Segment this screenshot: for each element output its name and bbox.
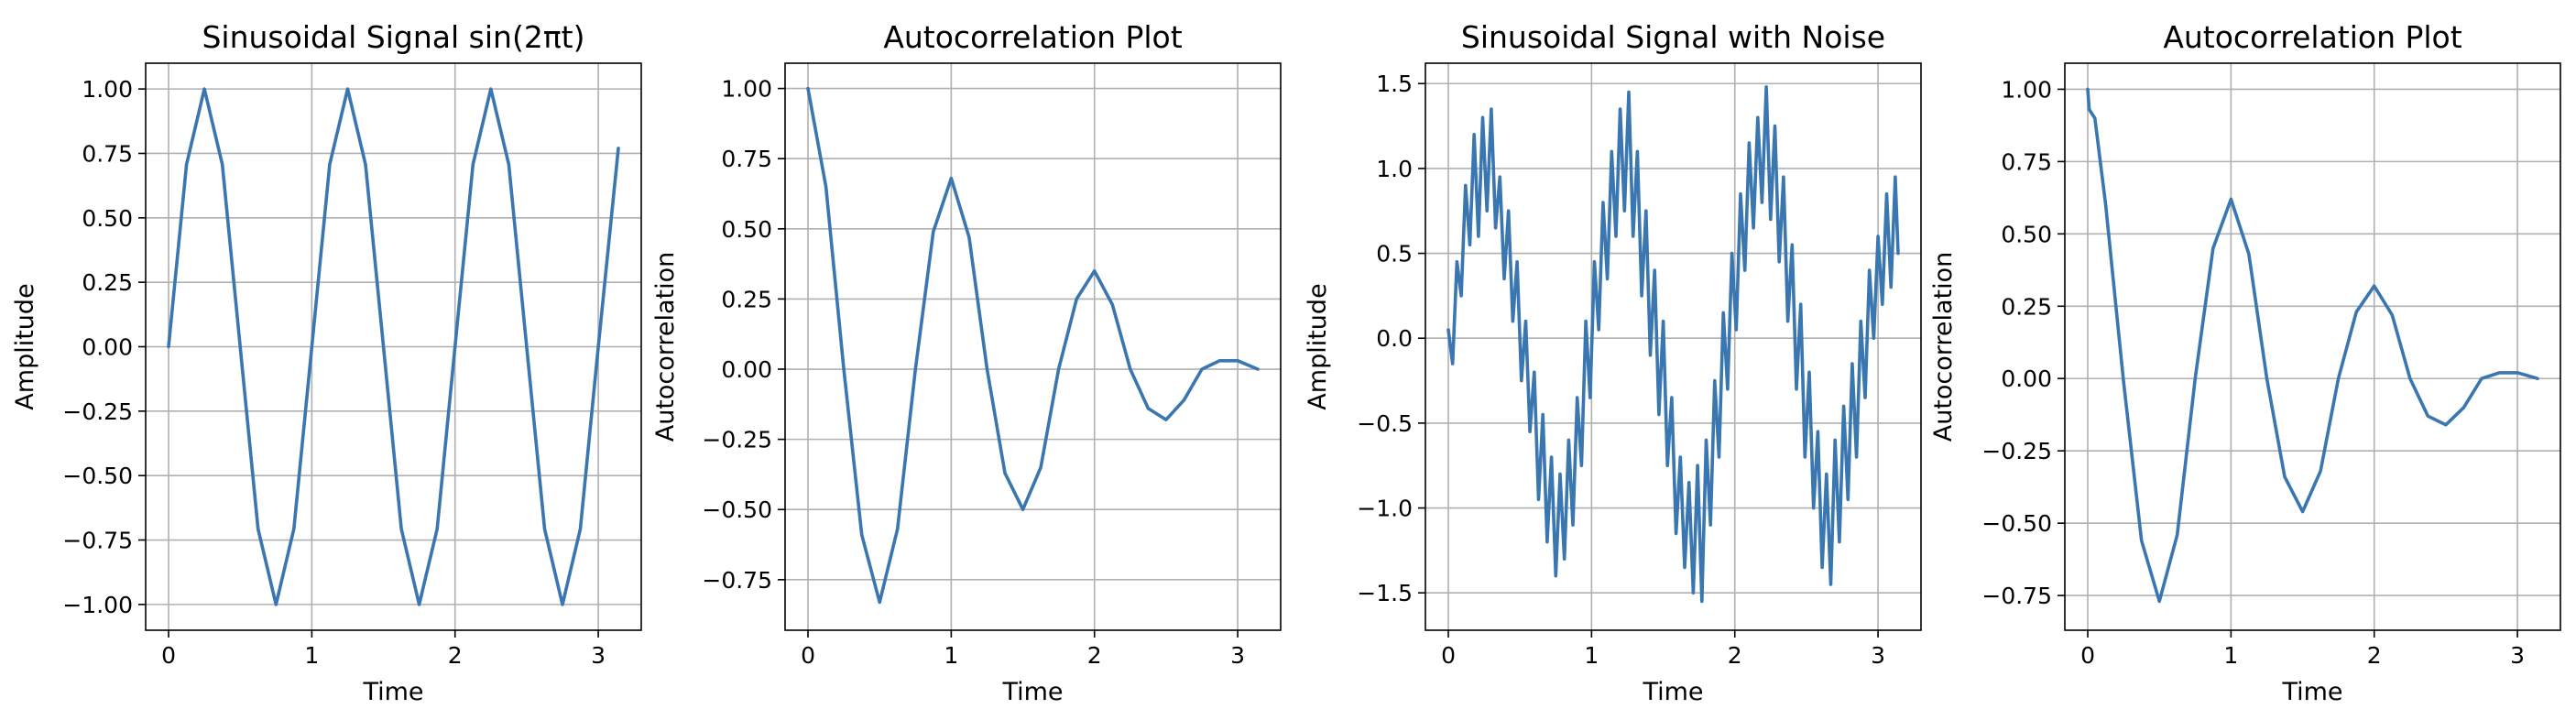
- x-tick-label: 2: [2367, 642, 2382, 669]
- y-tick-label: 0.00: [2001, 365, 2052, 392]
- x-axis-label: Time: [362, 678, 423, 706]
- plot-frame: [2064, 62, 2561, 631]
- series-line: [1446, 85, 1900, 604]
- y-tick-label: −0.25: [702, 427, 772, 453]
- y-tick-label: 0.50: [2001, 221, 2052, 247]
- x-tick-label: 0: [161, 642, 176, 669]
- y-tick-label: 0.0: [1376, 325, 1413, 352]
- y-tick-label: 1.5: [1376, 71, 1413, 97]
- y-tick-label: −0.5: [1357, 410, 1413, 437]
- y-tick-label: 0.25: [2001, 293, 2052, 320]
- x-tick-label: 1: [944, 642, 958, 669]
- x-tick-label: 3: [1230, 642, 1245, 669]
- y-axis-label: Autocorrelation: [651, 252, 680, 442]
- y-tick-label: 0.50: [721, 216, 772, 243]
- series-line: [806, 86, 1260, 605]
- chart-title: Sinusoidal Signal sin(2πt): [202, 19, 584, 55]
- x-tick-label: 0: [801, 642, 815, 669]
- y-tick-label: −1.5: [1357, 580, 1413, 606]
- y-tick-label: −1.00: [62, 592, 133, 618]
- panel-sinusoidal-signal: 0 1 2 3 −1.00 −0.75 −0.50 −0.25 0.00 0.25 0.50 0.75…: [11, 19, 642, 706]
- y-tick-label: 0.25: [82, 269, 133, 296]
- x-tick-label: 3: [2510, 642, 2525, 669]
- y-tick-label: 0.00: [82, 334, 133, 361]
- y-tick-label: −0.50: [702, 496, 772, 523]
- y-tick-label: −0.25: [1981, 438, 2052, 464]
- x-tick-label: 2: [1087, 642, 1102, 669]
- y-tick-label: 0.75: [721, 146, 772, 172]
- panel-noisy-signal: 0 1 2 3 −1.5 −1.0 −0.5 0.0 0.5 1.0 1.5 Sinusoidal S…: [1304, 19, 1922, 706]
- y-tick-label: 0.25: [721, 286, 772, 312]
- y-tick-label: 1.0: [1376, 156, 1413, 182]
- y-axis-label: Amplitude: [1304, 283, 1332, 409]
- x-axis-label: Time: [1001, 678, 1063, 706]
- panel-autocorrelation-2: 0 1 2 3 −0.75 −0.50 −0.25 0.00 0.25 0.50 0.75 1.00 A…: [1929, 19, 2561, 706]
- y-tick-label: −0.75: [702, 567, 772, 594]
- y-tick-label: −0.50: [62, 463, 133, 489]
- y-axis-label: Amplitude: [11, 283, 39, 409]
- x-tick-label: 3: [591, 642, 606, 669]
- chart-title: Sinusoidal Signal with Noise: [1461, 19, 1885, 55]
- y-tick-label: −0.75: [1981, 583, 2052, 609]
- x-axis-label: Time: [2281, 678, 2342, 706]
- x-tick-label: 0: [1441, 642, 1456, 669]
- y-tick-label: −1.0: [1357, 496, 1413, 522]
- y-tick-label: 1.00: [721, 76, 772, 103]
- x-tick-label: 0: [2080, 642, 2095, 669]
- chart-title: Autocorrelation Plot: [883, 19, 1182, 55]
- x-tick-label: 1: [1584, 642, 1599, 669]
- x-axis-label: Time: [1642, 678, 1703, 706]
- x-tick-label: 1: [2223, 642, 2238, 669]
- y-tick-label: −0.50: [1981, 510, 2052, 537]
- x-tick-label: 1: [304, 642, 319, 669]
- x-tick-label: 2: [448, 642, 463, 669]
- y-tick-label: −0.25: [62, 398, 133, 425]
- chart-title: Autocorrelation Plot: [2163, 19, 2461, 55]
- plot-frame: [784, 62, 1282, 631]
- x-tick-label: 3: [1871, 642, 1885, 669]
- y-tick-label: 0.00: [721, 356, 772, 383]
- y-tick-label: 0.5: [1376, 241, 1413, 267]
- x-tick-label: 2: [1728, 642, 1742, 669]
- panel-autocorrelation-1: 0 1 2 3 −0.75 −0.50 −0.25 0.00 0.25 0.50 0.75 1.00 A…: [651, 19, 1282, 706]
- y-tick-label: −0.75: [62, 528, 133, 554]
- series-line: [167, 87, 620, 606]
- y-tick-label: 0.50: [82, 205, 133, 232]
- y-axis-label: Autocorrelation: [1929, 252, 1958, 442]
- series-line: [2086, 87, 2539, 604]
- y-tick-label: 0.75: [2001, 148, 2052, 175]
- y-tick-label: 1.00: [82, 76, 133, 103]
- y-tick-label: 0.75: [82, 140, 133, 167]
- y-tick-label: 1.00: [2001, 76, 2052, 103]
- plot-frame: [1424, 62, 1922, 631]
